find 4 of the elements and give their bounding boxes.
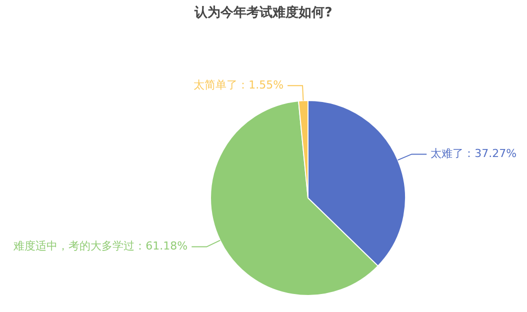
chart-title: 认为今年考试难度如何? (194, 4, 332, 20)
slice-label: 难度适中，考的大多学过：61.18% (14, 240, 188, 253)
slice-label: 太简单了：1.55% (194, 78, 284, 92)
slice-label: 太难了：37.27% (430, 147, 517, 160)
